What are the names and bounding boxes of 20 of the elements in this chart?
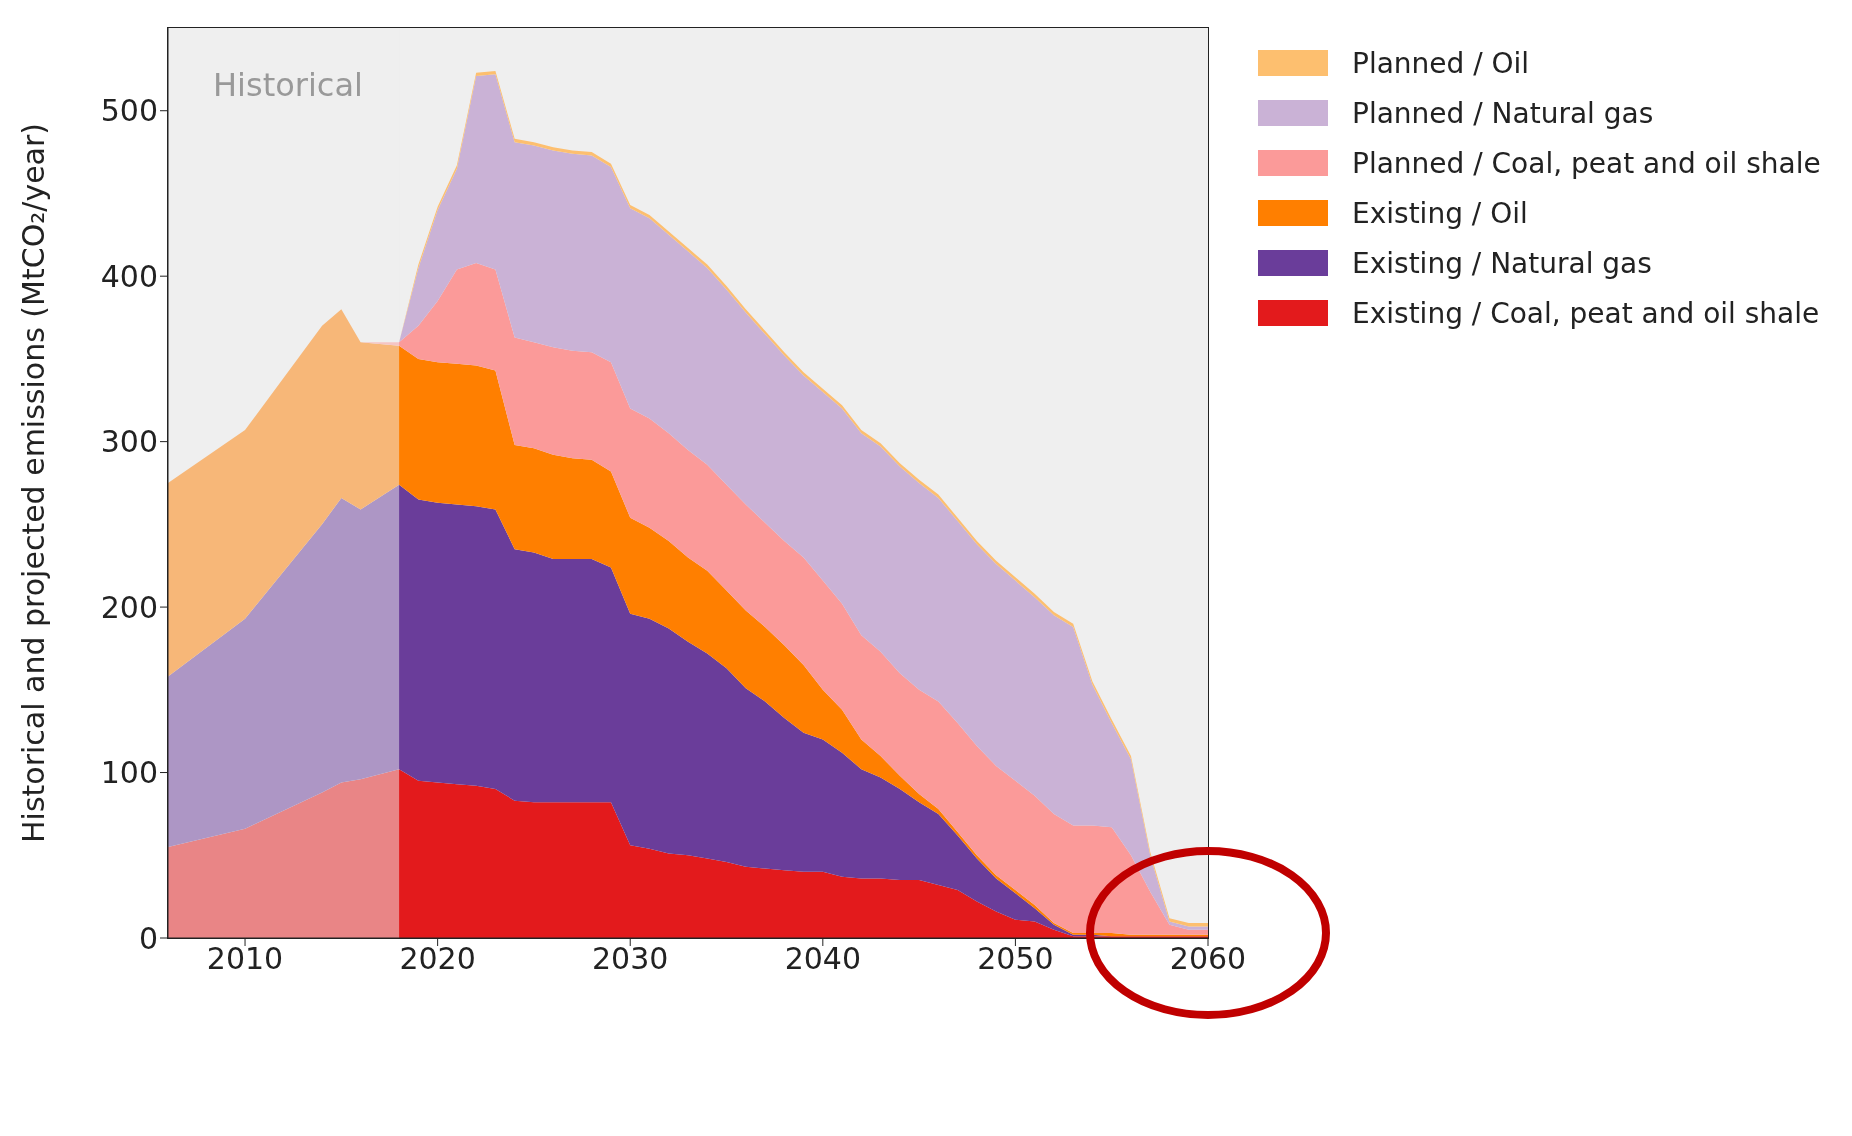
x-tick-label: 2030 xyxy=(592,941,669,977)
legend-label: Planned / Coal, peat and oil shale xyxy=(1352,146,1821,180)
x-tick-label: 2050 xyxy=(977,941,1054,977)
legend-label: Planned / Oil xyxy=(1352,46,1530,80)
band-label: Historical xyxy=(213,65,363,104)
x-tick-label: 2010 xyxy=(206,941,284,977)
legend-label: Existing / Oil xyxy=(1352,196,1528,230)
x-tick-label: 2060 xyxy=(1169,941,1247,977)
legend-label: Existing / Natural gas xyxy=(1352,246,1652,280)
y-tick-label: 200 xyxy=(100,589,158,625)
x-tick-label: 2020 xyxy=(399,941,476,977)
y-axis-title: Historical and projected emissions (MtCO₂/year) xyxy=(15,122,51,844)
y-tick-label: 400 xyxy=(100,258,158,294)
y-tick-label: 100 xyxy=(100,755,158,791)
legend-label: Existing / Coal, peat and oil shale xyxy=(1352,296,1820,330)
y-tick-label: 300 xyxy=(100,424,158,460)
y-tick-label: 0 xyxy=(138,920,158,956)
x-tick-label: 2040 xyxy=(784,941,861,977)
legend-label: Planned / Natural gas xyxy=(1352,96,1654,130)
y-tick-label: 500 xyxy=(100,93,158,129)
